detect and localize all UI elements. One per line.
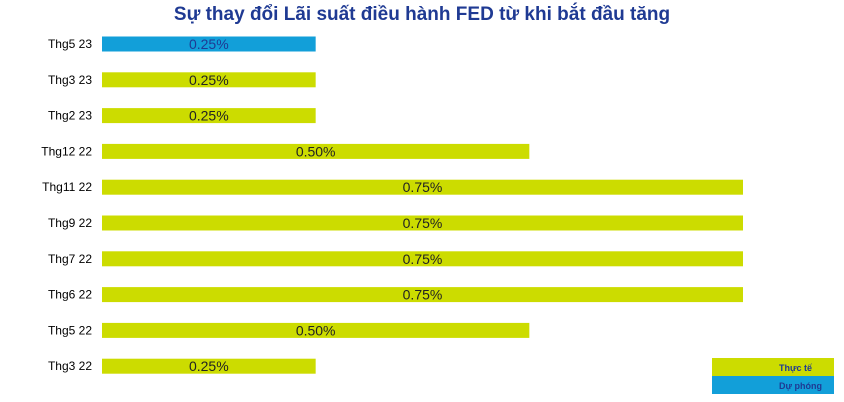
data-label: 0.75%	[403, 215, 443, 231]
legend-swatch-actual	[712, 358, 834, 376]
category-label: Thg5 23	[48, 37, 92, 51]
bar-actual	[102, 179, 743, 195]
data-label: 0.75%	[403, 251, 443, 267]
category-label: Thg12 22	[41, 144, 92, 158]
data-label: 0.50%	[296, 143, 336, 159]
bar-actual	[102, 215, 743, 231]
data-label: 0.25%	[189, 72, 229, 88]
bar-actual	[102, 287, 743, 303]
chart-title: Sự thay đổi Lãi suất điều hành FED từ kh…	[173, 4, 671, 25]
data-label: 0.50%	[296, 322, 336, 338]
legend-swatch-forecast	[712, 376, 834, 394]
bar-actual	[102, 72, 316, 88]
legend-label-forecast: Dự phóng	[779, 381, 822, 391]
category-label: Thg5 22	[48, 323, 92, 337]
bar-actual	[102, 322, 530, 338]
category-label: Thg3 22	[48, 359, 92, 373]
bar-actual	[102, 108, 316, 124]
bar-actual	[102, 143, 530, 159]
category-label: Thg9 22	[48, 216, 92, 230]
category-label: Thg3 23	[48, 73, 92, 87]
data-label: 0.25%	[189, 358, 229, 374]
data-label: 0.25%	[189, 108, 229, 124]
data-label: 0.75%	[403, 179, 443, 195]
category-label: Thg6 22	[48, 288, 92, 302]
bar-actual	[102, 358, 316, 374]
data-label: 0.25%	[189, 36, 229, 52]
category-label: Thg11 22	[42, 180, 92, 194]
category-label: Thg7 22	[48, 252, 92, 266]
legend-label-actual: Thực tế	[779, 363, 813, 373]
bar-forecast	[102, 36, 316, 52]
category-label: Thg2 23	[48, 109, 92, 123]
bar-actual	[102, 251, 743, 267]
data-label: 0.75%	[403, 287, 443, 303]
